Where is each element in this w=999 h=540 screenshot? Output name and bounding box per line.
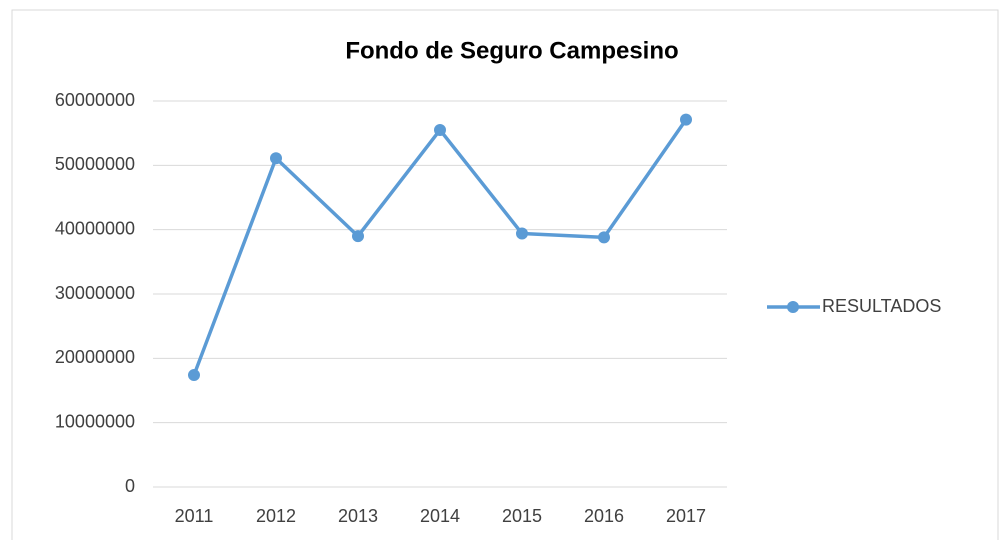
y-tick-label: 20000000 — [55, 347, 135, 367]
x-tick-label: 2011 — [175, 506, 214, 526]
x-tick-label: 2015 — [502, 506, 542, 526]
x-tick-label: 2017 — [666, 506, 706, 526]
x-tick-label: 2012 — [256, 506, 296, 526]
data-point — [680, 113, 692, 126]
data-point — [188, 369, 200, 382]
x-tick-label: 2016 — [584, 506, 624, 526]
y-tick-label: 50000000 — [55, 154, 135, 174]
chart-title: Fondo de Seguro Campesino — [345, 37, 678, 64]
y-tick-label: 0 — [125, 476, 135, 496]
data-point — [434, 123, 446, 136]
data-point — [270, 152, 282, 165]
x-tick-label: 2014 — [420, 506, 460, 526]
data-point — [352, 230, 364, 243]
legend-marker — [787, 301, 799, 313]
legend-label: RESULTADOS — [822, 296, 941, 316]
data-point — [598, 231, 610, 244]
data-point — [516, 227, 528, 240]
y-tick-label: 40000000 — [55, 218, 135, 238]
chart-frame — [11, 9, 999, 540]
y-tick-label: 30000000 — [55, 283, 135, 303]
y-tick-label: 60000000 — [55, 90, 135, 110]
y-tick-label: 10000000 — [55, 411, 135, 431]
x-tick-label: 2013 — [338, 506, 378, 526]
